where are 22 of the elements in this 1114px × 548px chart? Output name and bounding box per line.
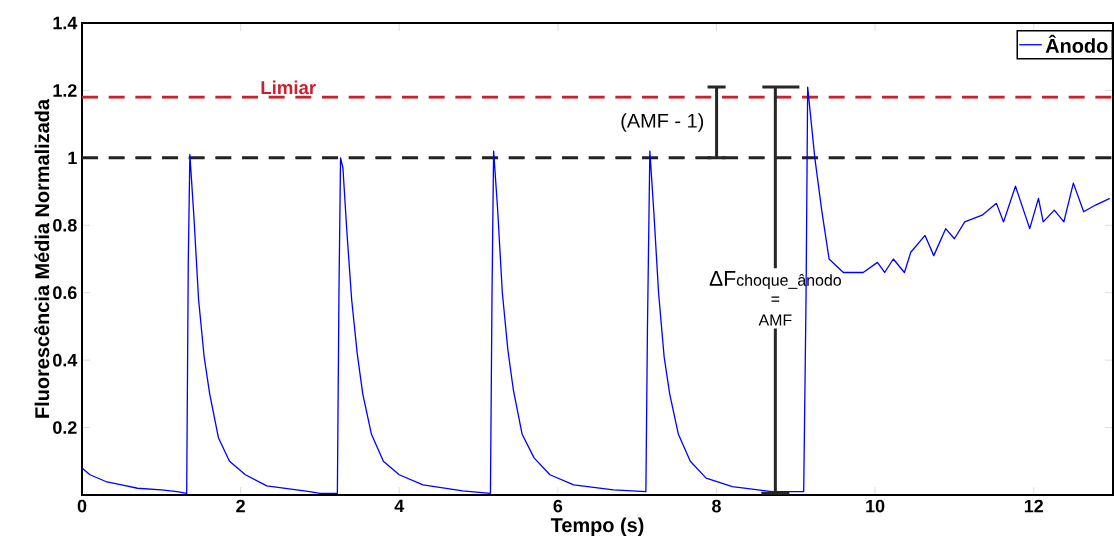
x-axis-title: Tempo (s) (550, 517, 644, 537)
x-tick-label: 10 (866, 499, 885, 513)
annotation: AMF (758, 314, 792, 326)
x-tick-label: 2 (236, 499, 245, 513)
x-tick-label: 8 (712, 499, 721, 513)
annotation: = (771, 296, 780, 302)
y-tick-label: 0.4 (53, 353, 78, 367)
y-tick-label: 0.8 (53, 218, 77, 232)
y-tick-label: 1.4 (53, 16, 78, 30)
annotation: (AMF - 1) (621, 113, 704, 132)
x-tick-label: 4 (394, 499, 405, 513)
y-tick-label: 0.2 (53, 421, 77, 434)
ref-line-label: Limiar (261, 80, 316, 95)
annotation: ΔF (709, 271, 736, 286)
x-tick-label: 6 (553, 499, 563, 513)
y-tick-label: 1.2 (53, 84, 77, 97)
x-tick-label: 0 (77, 499, 87, 513)
y-tick-label: 1 (68, 151, 77, 165)
legend-label: Ânodo (1045, 34, 1108, 53)
x-tick-label: 12 (1024, 499, 1043, 513)
y-axis-title: Fluorescência Média Normalizada (34, 98, 50, 418)
y-tick-label: 0.6 (53, 286, 77, 300)
